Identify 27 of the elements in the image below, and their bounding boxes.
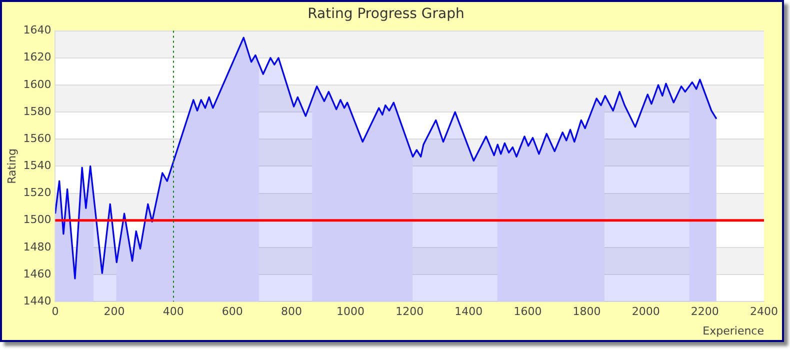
- x-tick-label: 1000: [336, 305, 365, 318]
- x-tick-label: 1800: [572, 305, 601, 318]
- x-tick-label: 2000: [632, 305, 660, 318]
- y-tick-label: 1620: [23, 50, 52, 64]
- x-tick-label: 1200: [396, 305, 424, 318]
- x-axis-title: Experience: [702, 324, 764, 338]
- x-tick-label: 1400: [454, 305, 483, 318]
- y-axis-title: Rating: [5, 148, 18, 184]
- chart-title: Rating Progress Graph: [308, 6, 464, 22]
- y-tick-label: 1560: [23, 132, 52, 145]
- y-tick-label: 1580: [23, 104, 52, 118]
- y-tick-label: 1460: [23, 267, 52, 280]
- y-tick-label: 1440: [23, 294, 52, 308]
- y-tick-label: 1640: [23, 24, 52, 37]
- y-tick-label: 1600: [23, 78, 52, 91]
- y-tick-label: 1540: [23, 159, 52, 172]
- y-tick-label: 1500: [23, 213, 52, 226]
- x-tick-label: 200: [104, 305, 125, 318]
- x-tick-label: 2400: [750, 305, 778, 318]
- x-tick-label: 2200: [690, 305, 719, 318]
- x-tick-label: 600: [222, 305, 243, 318]
- y-tick-label: 1480: [23, 240, 52, 254]
- x-tick-label: 400: [162, 305, 184, 318]
- y-tick-label: 1520: [23, 186, 52, 200]
- x-tick-label: 1600: [514, 305, 542, 318]
- x-tick-label: 800: [280, 305, 302, 318]
- x-tick-label: 0: [52, 305, 59, 318]
